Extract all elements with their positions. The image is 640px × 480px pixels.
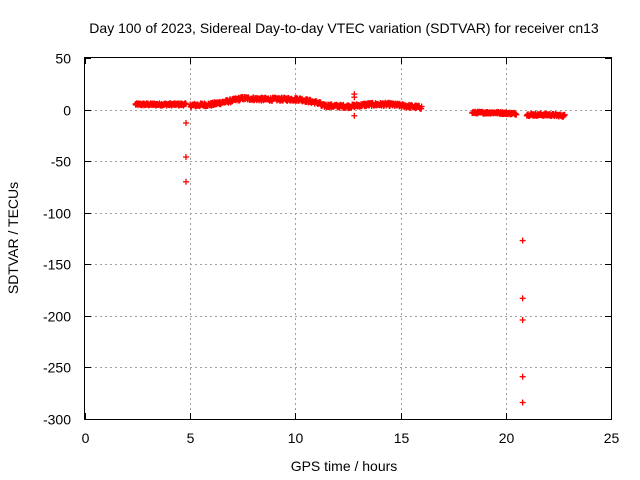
x-tick-labels: 0 5 10 15 20 25 xyxy=(82,430,620,446)
x-tick-label: 0 xyxy=(82,430,90,446)
x-tick-label: 25 xyxy=(604,430,620,446)
data-point xyxy=(513,111,520,118)
x-axis-label: GPS time / hours xyxy=(291,458,398,474)
y-tick-label: 50 xyxy=(55,51,71,67)
data-point xyxy=(519,373,526,380)
data-point xyxy=(561,111,568,118)
x-tick-label: 20 xyxy=(499,430,515,446)
data-point xyxy=(519,295,526,302)
y-tick-label: -200 xyxy=(43,309,71,325)
data-point xyxy=(418,103,425,110)
data-point xyxy=(182,154,189,161)
data-point xyxy=(519,399,526,406)
data-point xyxy=(351,94,358,101)
data-points xyxy=(132,91,568,406)
plot-frame xyxy=(84,57,612,420)
y-tick-label: -50 xyxy=(51,154,71,170)
y-axis-label: SDTVAR / TECUs xyxy=(5,182,21,294)
data-point xyxy=(519,316,526,323)
x-tick-label: 15 xyxy=(394,430,410,446)
y-tick-label: 0 xyxy=(63,103,71,119)
data-point xyxy=(519,237,526,244)
axis-ticks xyxy=(85,58,612,420)
data-point xyxy=(182,119,189,126)
x-tick-label: 10 xyxy=(288,430,304,446)
chart-title: Day 100 of 2023, Sidereal Day-to-day VTE… xyxy=(89,20,599,36)
y-tick-labels: 50 0 -50 -100 -150 -200 -250 -300 xyxy=(43,51,71,428)
data-point xyxy=(351,112,358,119)
y-tick-label: -100 xyxy=(43,206,71,222)
grid xyxy=(85,58,611,419)
y-tick-label: -150 xyxy=(43,257,71,273)
x-tick-label: 5 xyxy=(187,430,195,446)
data-point xyxy=(182,178,189,185)
y-tick-label: -300 xyxy=(43,412,71,428)
y-tick-label: -250 xyxy=(43,360,71,376)
